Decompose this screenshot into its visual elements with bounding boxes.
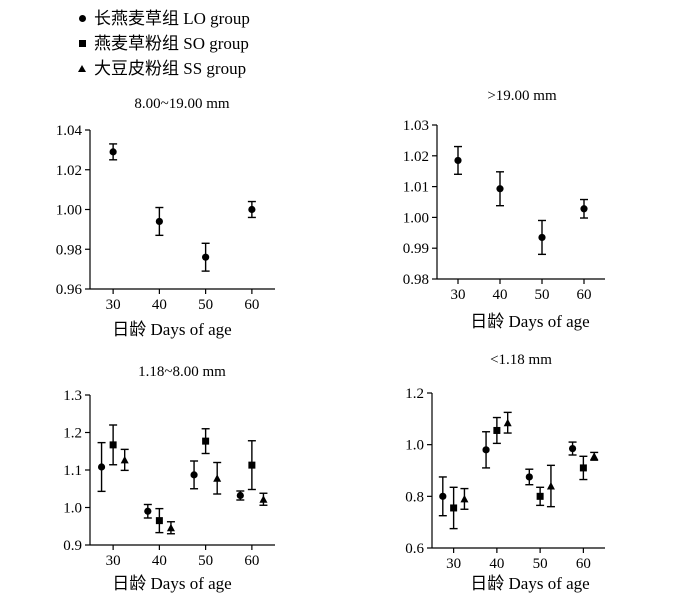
x-tick-label: 50 [198, 297, 213, 313]
chart-panel-1: 8.00~19.00 mm 日龄 Days of age 0.96 0.98 1.00 1… [56, 96, 275, 339]
legend-label-ss: 大豆皮粉组 SS group [94, 59, 247, 78]
x-tick-label: 40 [489, 556, 504, 572]
x-tick-label: 60 [244, 553, 259, 569]
y-tick-label: 0.6 [405, 541, 424, 557]
data-point-square [493, 426, 501, 434]
x-tick-label: 40 [152, 297, 167, 313]
chart-title: >19.00 mm [487, 88, 557, 104]
y-tick-label: 1.0 [63, 501, 82, 517]
y-tick-label: 1.2 [405, 386, 424, 402]
legend-item-ss: 大豆皮粉组 SS group [74, 56, 334, 81]
data-point-circle [538, 233, 546, 242]
data-point-circle [109, 148, 117, 156]
y-tick-label: 1.2 [63, 426, 82, 442]
data-point-square [109, 441, 117, 449]
data-point-square [450, 504, 458, 512]
data-point-circle [580, 205, 588, 213]
y-tick-label: 1.00 [56, 203, 82, 219]
x-tick-label: 60 [577, 287, 592, 303]
chart-title: <1.18 mm [490, 352, 552, 368]
data-point-square [155, 517, 163, 525]
legend-item-lo: 长燕麦草组 LO group [74, 6, 334, 31]
y-tick-label: 0.99 [403, 241, 429, 257]
data-point-circle [236, 491, 244, 500]
triangle-marker-icon [74, 65, 90, 72]
y-tick-label: 1.0 [405, 438, 424, 454]
data-point-triangle [259, 495, 268, 503]
y-tick-label: 1.03 [403, 118, 429, 134]
data-point-circle [482, 446, 490, 454]
legend-label-lo: 长燕麦草组 LO group [94, 9, 250, 28]
data-point-circle [496, 185, 504, 193]
y-tick-label: 0.98 [403, 272, 429, 288]
data-point-triangle [460, 494, 469, 503]
x-tick-label: 30 [446, 556, 461, 572]
chart-title: 8.00~19.00 mm [134, 96, 230, 112]
data-point-triangle [120, 455, 129, 464]
x-axis-label: 日龄 Days of age [470, 312, 589, 331]
y-tick-label: 0.96 [56, 282, 83, 298]
x-tick-label: 60 [576, 556, 591, 572]
data-point-circle [97, 463, 106, 471]
legend-label-so: 燕麦草粉组 SO group [94, 34, 249, 53]
x-axis-label: 日龄 Days of age [470, 574, 589, 593]
data-point-circle [144, 507, 152, 515]
legend-item-so: 燕麦草粉组 SO group [74, 31, 334, 56]
x-axis-label: 日龄 Days of age [112, 574, 231, 593]
x-tick-label: 30 [451, 287, 466, 303]
y-tick-label: 1.00 [403, 210, 429, 226]
data-point-square [536, 492, 544, 500]
data-point-circle [190, 471, 198, 479]
y-tick-label: 1.01 [403, 180, 429, 196]
y-tick-label: 1.3 [63, 388, 82, 404]
x-axis-label: 日龄 Days of age [112, 320, 231, 339]
chart-panel-4: <1.18 mm 日龄 Days of age 0.6 0.8 1.0 1.2 30 40 50… [405, 352, 605, 593]
data-point-circle [248, 205, 256, 214]
data-point-triangle [590, 452, 599, 460]
data-point-square [579, 464, 587, 472]
data-point-square [248, 461, 256, 469]
x-tick-label: 40 [493, 287, 508, 303]
x-tick-label: 50 [535, 287, 550, 303]
data-point-triangle [503, 418, 512, 427]
y-tick-label: 1.1 [63, 463, 82, 479]
x-tick-label: 60 [244, 297, 259, 313]
x-tick-label: 40 [152, 553, 167, 569]
y-tick-label: 0.9 [63, 538, 82, 554]
y-tick-label: 1.02 [403, 149, 429, 165]
chart-panel-3: 1.18~8.00 mm 日龄 Days of age 0.9 1.0 1.1 1.2 1.… [63, 364, 275, 593]
data-point-circle [439, 492, 447, 500]
x-tick-label: 30 [106, 297, 121, 313]
data-point-circle [454, 156, 462, 165]
data-point-circle [155, 217, 163, 226]
data-point-circle [568, 444, 577, 453]
x-tick-label: 50 [533, 556, 548, 572]
chart-panel-2: >19.00 mm 日龄 Days of age 0.98 0.99 1.00 1.01 1… [403, 88, 605, 331]
x-tick-label: 50 [198, 553, 213, 569]
y-tick-label: 0.98 [56, 242, 82, 258]
data-point-triangle [546, 482, 555, 490]
data-point-circle [525, 473, 533, 481]
y-tick-label: 0.8 [405, 489, 424, 505]
circle-marker-icon [74, 15, 90, 22]
chart-title: 1.18~8.00 mm [138, 364, 226, 380]
x-tick-label: 30 [106, 553, 121, 569]
legend: 长燕麦草组 LO group 燕麦草粉组 SO group 大豆皮粉组 SS g… [74, 6, 334, 81]
y-tick-label: 1.04 [56, 123, 83, 139]
data-point-square [202, 437, 210, 445]
data-point-circle [202, 253, 210, 261]
data-point-triangle [166, 523, 175, 532]
y-tick-label: 1.02 [56, 163, 82, 179]
data-point-triangle [213, 474, 222, 482]
square-marker-icon [74, 40, 90, 47]
